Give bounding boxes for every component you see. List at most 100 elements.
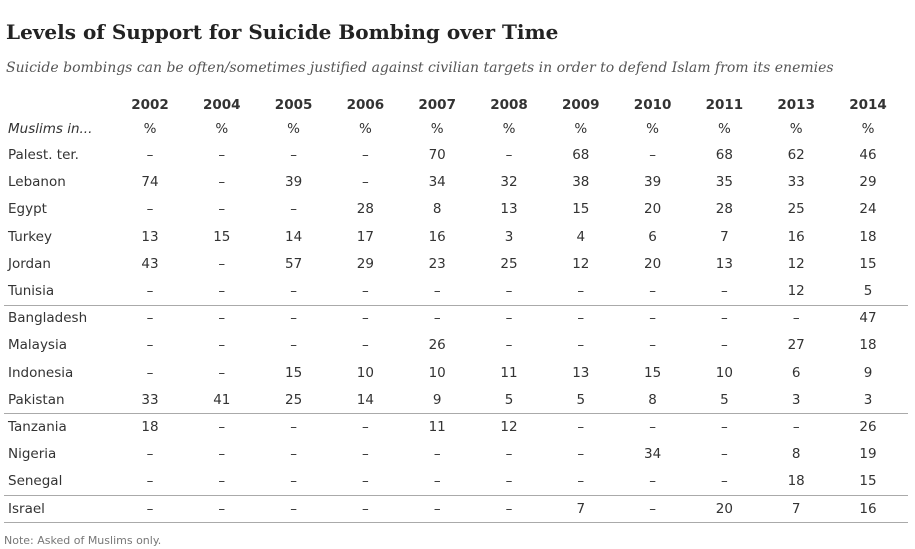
- row-label: Israel: [8, 500, 45, 517]
- cell: –: [146, 337, 154, 354]
- column-header: 2007: [418, 97, 456, 113]
- subtitle: Suicide bombings can be often/sometimes …: [6, 60, 834, 76]
- cell: –: [218, 337, 226, 354]
- cell: –: [218, 201, 226, 218]
- cell: –: [218, 147, 226, 163]
- cell: 12: [572, 255, 590, 272]
- cell: 18: [787, 473, 805, 490]
- cell: 3: [863, 391, 873, 408]
- cell: 12: [500, 419, 518, 435]
- cell: 26: [428, 337, 446, 354]
- unit: %: [502, 121, 516, 137]
- cell: 68: [572, 147, 590, 163]
- row-label: Nigeria: [8, 446, 57, 463]
- cell: 10: [356, 364, 374, 381]
- cell: 10: [715, 364, 733, 381]
- cell: 11: [500, 364, 518, 381]
- cell: –: [433, 473, 441, 490]
- cell: 11: [428, 419, 446, 435]
- note: Note: Asked of Muslims only.: [4, 534, 162, 547]
- cell: 5: [504, 391, 514, 408]
- cell: 8: [791, 446, 801, 463]
- cell: 15: [859, 473, 877, 490]
- cell: –: [290, 337, 297, 354]
- cell: –: [649, 310, 656, 327]
- cell: 6: [648, 228, 657, 245]
- cell: 16: [787, 228, 805, 245]
- row-label: Pakistan: [8, 391, 65, 408]
- column-header: 2006: [346, 97, 385, 113]
- cell: –: [146, 147, 154, 163]
- cell: –: [649, 473, 656, 490]
- row-label: Malaysia: [8, 337, 67, 354]
- cell: –: [433, 283, 441, 299]
- cell: 33: [141, 391, 159, 408]
- cell: –: [505, 446, 513, 463]
- cell: 20: [644, 255, 662, 272]
- cell: –: [505, 473, 513, 490]
- cell: 5: [576, 391, 586, 408]
- cell: –: [146, 201, 154, 218]
- cell: 19: [859, 446, 877, 463]
- unit: %: [358, 121, 372, 137]
- unit: %: [646, 121, 659, 137]
- cell: 70: [428, 147, 446, 163]
- cell: 16: [859, 500, 877, 517]
- cell: –: [290, 283, 297, 299]
- cell: –: [218, 473, 226, 490]
- cell: 33: [787, 174, 805, 191]
- cell: –: [362, 283, 369, 299]
- row-label: Jordan: [8, 255, 51, 272]
- row-label: Senegal: [8, 473, 63, 490]
- cell: –: [218, 500, 226, 517]
- column-header: 2002: [131, 97, 169, 113]
- cell: –: [146, 500, 154, 517]
- cell: –: [505, 337, 513, 354]
- cell: 28: [715, 201, 733, 218]
- cell: –: [146, 310, 154, 327]
- cell: 4: [576, 228, 586, 245]
- cell: 62: [787, 147, 805, 163]
- cell: –: [577, 310, 585, 327]
- cell: 8: [648, 391, 657, 408]
- cell: 68: [715, 147, 733, 163]
- cell: –: [577, 446, 585, 463]
- cell: 38: [572, 174, 590, 191]
- cell: 35: [715, 174, 733, 191]
- cell: 12: [787, 255, 805, 272]
- cell: –: [649, 337, 656, 354]
- column-header: 2005: [274, 97, 313, 113]
- column-header: 2013: [777, 97, 815, 113]
- cell: –: [505, 283, 513, 299]
- cell: 47: [859, 310, 877, 327]
- cell: –: [721, 310, 728, 327]
- cell: –: [146, 364, 154, 381]
- cell: –: [721, 283, 728, 299]
- cell: 57: [285, 255, 303, 272]
- cell: –: [577, 337, 585, 354]
- cell: 23: [428, 255, 446, 272]
- cell: 13: [141, 228, 159, 245]
- cell: 15: [644, 364, 662, 381]
- cell: –: [649, 283, 656, 299]
- cell: 41: [213, 391, 231, 408]
- unit: %: [861, 121, 875, 137]
- cell: 13: [572, 364, 590, 381]
- cell: –: [290, 310, 297, 327]
- cell: –: [218, 364, 226, 381]
- cell: –: [577, 283, 585, 299]
- cell: 6: [791, 364, 801, 381]
- cell: 3: [791, 391, 801, 408]
- cell: –: [577, 473, 585, 490]
- cell: 32: [500, 174, 518, 191]
- cell: –: [362, 147, 369, 163]
- cell: –: [362, 174, 369, 191]
- cell: 7: [720, 228, 729, 245]
- cell: 39: [285, 174, 303, 191]
- cell: 12: [787, 283, 805, 299]
- cell: –: [290, 446, 297, 463]
- unit: %: [143, 121, 157, 137]
- column-header: 2014: [849, 97, 887, 113]
- cell: 15: [213, 228, 231, 245]
- row-label: Lebanon: [8, 174, 66, 191]
